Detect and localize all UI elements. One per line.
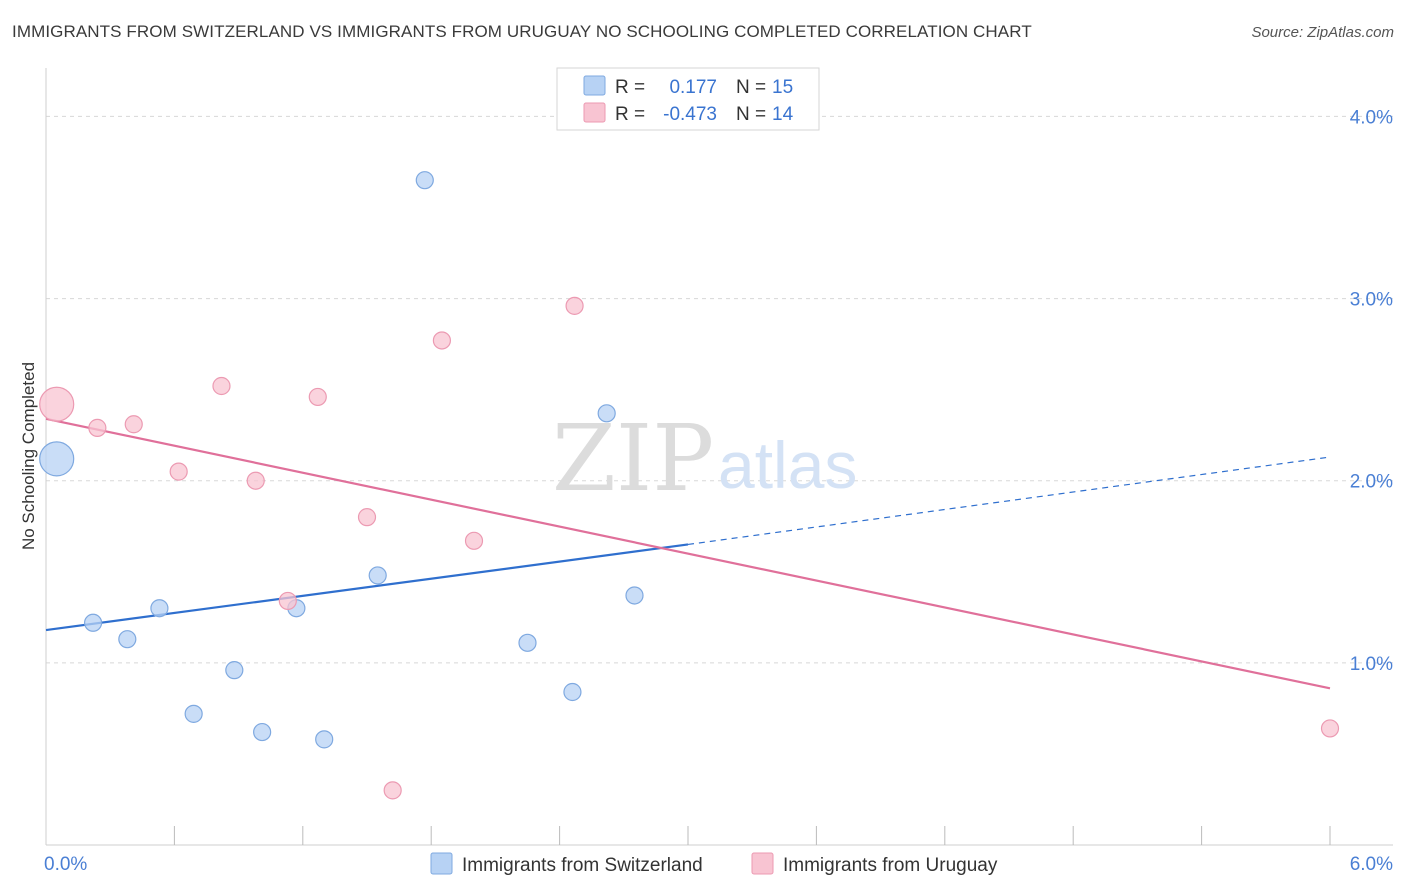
point-switzerland [225, 661, 244, 680]
n-value-uruguay: 14 [772, 104, 794, 125]
point-uruguay [212, 376, 231, 396]
point-uruguay [169, 462, 188, 481]
y-tick-label: 2.0% [1350, 472, 1393, 493]
point-switzerland [597, 404, 616, 423]
x-tick-label-min: 0.0% [44, 854, 87, 875]
y-tick-label: 1.0% [1350, 654, 1393, 675]
point-uruguay [124, 415, 143, 434]
r-label-uruguay: R = [615, 104, 645, 125]
legend-swatch-switzerland [430, 852, 453, 875]
y-tick-label: 3.0% [1350, 290, 1393, 311]
n-value-switzerland: 15 [772, 77, 793, 98]
legend-label-switzerland: Immigrants from Switzerland [462, 855, 703, 876]
point-uruguay [246, 471, 265, 490]
watermark-zip: ZIP [552, 405, 714, 512]
n-label-switzerland: N = [736, 77, 766, 98]
stats-legend: R = 0.177 N = 15 R = -0.473 N = 14 [556, 67, 820, 131]
point-switzerland [253, 722, 272, 742]
y-tick-labels: 1.0% 2.0% 3.0% 4.0% [1350, 107, 1393, 674]
legend-swatch-uruguay [751, 852, 774, 875]
point-uruguay [88, 418, 107, 437]
trend-lines [45, 417, 1331, 690]
point-uruguay [357, 508, 377, 527]
trend-line-switzerland-extension [687, 456, 1331, 546]
point-uruguay [383, 781, 402, 800]
point-switzerland [368, 566, 387, 585]
point-switzerland [184, 704, 203, 723]
point-switzerland [518, 633, 537, 652]
point-uruguay [432, 331, 451, 350]
point-switzerland [150, 599, 169, 618]
point-uruguay [1320, 719, 1340, 738]
data-points [39, 171, 1340, 800]
watermark-atlas: atlas [718, 428, 857, 502]
r-value-uruguay: -0.473 [663, 104, 717, 125]
series-legend: Immigrants from Switzerland Immigrants f… [430, 852, 998, 876]
point-switzerland [625, 586, 644, 605]
legend-label-uruguay: Immigrants from Uruguay [783, 855, 998, 876]
point-uruguay [278, 591, 297, 611]
watermark: ZIP atlas [552, 405, 857, 512]
point-switzerland [118, 630, 137, 649]
point-uruguay [565, 296, 584, 315]
point-switzerland [415, 171, 434, 190]
switzerland-swatch [583, 75, 606, 96]
r-label-switzerland: R = [615, 77, 645, 98]
point-switzerland [315, 730, 334, 749]
uruguay-swatch [583, 102, 606, 123]
point-uruguay [464, 531, 484, 550]
point-uruguay [308, 387, 327, 407]
chart-title: IMMIGRANTS FROM SWITZERLAND VS IMMIGRANT… [12, 22, 1032, 41]
x-tick-label-max: 6.0% [1350, 854, 1393, 875]
point-switzerland [83, 613, 103, 632]
grid-lines [46, 115, 1393, 664]
y-axis-label: No Schooling Completed [19, 362, 38, 550]
point-switzerland [39, 441, 75, 477]
point-uruguay [39, 386, 75, 422]
point-switzerland [563, 682, 582, 702]
trend-line-uruguay [45, 417, 1331, 690]
trend-line-switzerland [45, 543, 689, 632]
source-credit: Source: ZipAtlas.com [1251, 24, 1394, 41]
n-label-uruguay: N = [736, 104, 766, 125]
y-tick-label: 4.0% [1350, 107, 1393, 128]
r-value-switzerland: 0.177 [669, 77, 717, 98]
